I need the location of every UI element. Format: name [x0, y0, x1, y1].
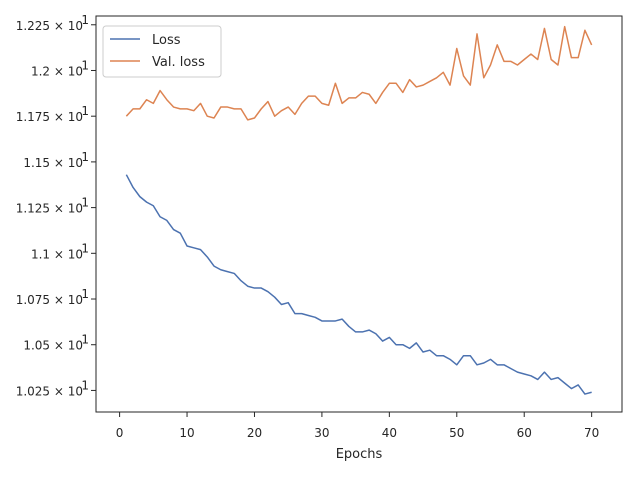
legend-entry-label: Val. loss — [152, 55, 205, 70]
y-tick-label: 1.05 × 10 — [23, 339, 83, 353]
x-axis-label: Epochs — [336, 447, 383, 462]
y-tick-exponent: 1 — [81, 378, 89, 392]
y-tick-exponent: 1 — [81, 150, 89, 164]
y-tick-label: 1.125 × 10 — [16, 202, 83, 216]
y-tick-label: 1.1 × 10 — [31, 247, 83, 261]
y-tick-exponent: 1 — [81, 13, 89, 27]
y-tick-exponent: 1 — [81, 333, 89, 347]
y-tick-exponent: 1 — [81, 58, 89, 72]
y-tick-label: 1.15 × 10 — [23, 156, 83, 170]
x-tick-label: 20 — [247, 426, 262, 440]
x-tick-label: 60 — [517, 426, 532, 440]
y-tick-label: 1.225 × 10 — [16, 19, 83, 33]
x-tick-label: 70 — [584, 426, 599, 440]
x-tick-label: 10 — [179, 426, 194, 440]
y-tick-label: 1.2 × 10 — [31, 64, 83, 78]
x-tick-label: 30 — [314, 426, 329, 440]
legend-entry-label: Loss — [152, 33, 181, 48]
x-tick-label: 40 — [382, 426, 397, 440]
series-line-val-loss — [125, 25, 593, 121]
x-axis: 0 10 20 30 40 50 60 70 — [116, 412, 599, 440]
legend: Loss Val. loss — [102, 25, 222, 78]
y-tick-exponent: 1 — [81, 241, 89, 255]
y-tick-exponent: 1 — [81, 104, 89, 118]
series-line-loss — [125, 174, 592, 395]
x-tick-label: 50 — [449, 426, 464, 440]
series-layer — [125, 25, 593, 395]
y-tick-exponent: 1 — [81, 287, 89, 301]
y-tick-label: 1.025 × 10 — [16, 384, 83, 398]
x-tick-label: 0 — [116, 426, 124, 440]
plot-area-frame — [95, 15, 623, 413]
y-tick-label: 1.075 × 10 — [16, 293, 83, 307]
y-tick-exponent: 1 — [81, 196, 89, 210]
y-tick-label: 1.175 × 10 — [16, 110, 83, 124]
